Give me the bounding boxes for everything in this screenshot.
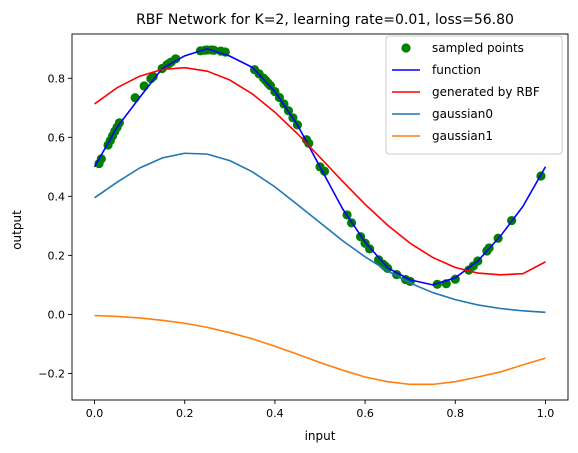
y-tick-label: 0.6: [48, 131, 66, 144]
legend-item: gaussian0: [392, 107, 493, 121]
legend: sampled points function generated by RBF ga…: [385, 35, 563, 155]
series-line-gaussian0: [94, 152, 546, 314]
y-tick-label: −0.2: [38, 367, 65, 380]
x-tick-label: 0.0: [86, 407, 104, 420]
x-tick-label: 0.4: [266, 407, 284, 420]
legend-item: function: [392, 63, 481, 77]
y-tick-label: 0.4: [48, 190, 66, 203]
series-line-gaussian1: [94, 314, 546, 386]
data-point: [148, 71, 158, 82]
y-tick-label: 0.0: [48, 308, 66, 321]
data-point: [171, 54, 181, 64]
legend-label: gaussian0: [432, 107, 493, 121]
legend-label: function: [432, 63, 481, 77]
x-tick-label: 0.8: [447, 407, 465, 420]
series-line-generated-by-rbf: [94, 66, 546, 276]
legend-frame: [385, 35, 563, 155]
x-tick-label: 1.0: [537, 407, 555, 420]
y-axis-label: output: [10, 210, 24, 250]
x-axis-label: input: [305, 429, 336, 443]
legend-item: sampled points: [401, 41, 524, 55]
y-tick-label: 0.8: [48, 72, 66, 85]
axes: 0.0 0.2 0.4 0.6 0.8 1.0 −0.2 0.0 0.2 0.4 0.6 0.8: [38, 33, 569, 420]
chart-title: RBF Network for K=2, learning rate=0.01,…: [136, 12, 514, 28]
data-point: [96, 154, 106, 164]
data-point: [319, 166, 330, 176]
plot-area: [93, 45, 547, 386]
y-tick-label: 0.2: [48, 249, 66, 262]
data-point: [139, 81, 149, 91]
data-point: [365, 244, 375, 254]
data-point: [130, 93, 140, 103]
legend-item: generated by RBF: [392, 85, 540, 99]
legend-label: sampled points: [432, 41, 524, 55]
x-tick-label: 0.2: [176, 407, 194, 420]
legend-item: gaussian1: [392, 129, 493, 143]
legend-marker: [401, 43, 411, 53]
legend-label: gaussian1: [432, 129, 493, 143]
legend-label: generated by RBF: [432, 85, 540, 99]
plot-frame: [71, 33, 569, 401]
series-line-function: [93, 47, 547, 286]
x-tick-label: 0.6: [356, 407, 374, 420]
